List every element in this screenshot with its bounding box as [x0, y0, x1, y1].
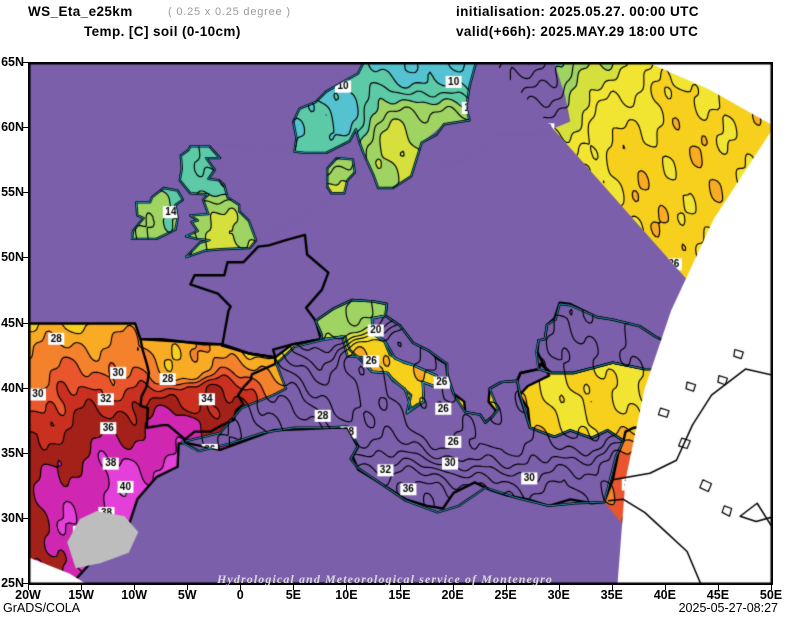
y-axis-tick	[23, 322, 28, 324]
y-axis-tick	[23, 583, 28, 584]
x-axis-label: 20W	[15, 588, 41, 602]
x-axis-label: 10W	[121, 588, 147, 602]
x-axis-tick	[134, 585, 136, 590]
y-axis-label: 60N	[1, 120, 24, 135]
x-axis-tick	[771, 585, 772, 590]
initialisation-time: initialisation: 2025.05.27. 00:00 UTC	[456, 4, 699, 19]
y-axis-tick	[23, 127, 28, 129]
x-axis-label: 20E	[441, 588, 464, 602]
y-axis-tick	[23, 192, 28, 194]
x-axis-tick	[717, 585, 719, 590]
y-axis-tick	[23, 517, 28, 519]
model-resolution: ( 0.25 x 0.25 degree )	[168, 6, 291, 18]
y-axis-label: 30N	[1, 510, 24, 525]
y-axis-label: 50N	[1, 250, 24, 265]
y-axis-tick	[23, 62, 28, 63]
x-axis-tick	[346, 585, 348, 590]
valid-time: valid(+66h): 2025.MAY.29 18:00 UTC	[456, 24, 699, 39]
x-axis-label: 10E	[335, 588, 358, 602]
x-axis-tick	[28, 585, 29, 590]
header: WS_Eta_e25km ( 0.25 x 0.25 degree ) Temp…	[0, 0, 800, 52]
y-axis-tick	[23, 452, 28, 454]
map-plot-area	[28, 62, 773, 585]
y-axis-label: 65N	[1, 55, 24, 69]
x-axis-label: 5W	[177, 588, 197, 602]
model-name: WS_Eta_e25km	[28, 4, 133, 19]
x-axis-label: 15W	[68, 588, 94, 602]
y-axis-label: 55N	[1, 185, 24, 200]
y-axis-label: 35N	[1, 445, 24, 460]
grads-attribution: GrADS/COLA	[3, 601, 81, 615]
x-axis-label: 5E	[285, 588, 301, 602]
x-axis-tick	[399, 585, 401, 590]
x-axis-tick	[664, 585, 666, 590]
x-axis-label: 25E	[494, 588, 517, 602]
x-axis-tick	[187, 585, 189, 590]
variable-title: Temp. [C] soil (0-10cm)	[84, 24, 241, 39]
y-axis-label: 45N	[1, 315, 24, 330]
x-axis-tick	[240, 585, 242, 590]
x-axis-tick	[505, 585, 507, 590]
temperature-map-canvas	[29, 63, 772, 584]
x-axis-label: 40E	[653, 588, 676, 602]
x-axis-tick	[611, 585, 613, 590]
y-axis-tick	[23, 387, 28, 389]
x-axis-label: 15E	[388, 588, 411, 602]
x-axis-tick	[452, 585, 454, 590]
y-axis-label: 25N	[1, 576, 24, 590]
x-axis-label: 0	[236, 588, 244, 602]
x-axis-tick	[293, 585, 295, 590]
y-axis-label: 40N	[1, 380, 24, 395]
x-axis-label: 35E	[600, 588, 623, 602]
x-axis-label: 30E	[547, 588, 570, 602]
x-axis-label: 45E	[706, 588, 730, 602]
y-axis-tick	[23, 257, 28, 259]
x-axis-tick	[81, 585, 83, 590]
x-axis-label: 50E	[759, 588, 783, 602]
generated-timestamp: 2025-05-27-08:27	[678, 601, 778, 615]
x-axis-tick	[558, 585, 560, 590]
